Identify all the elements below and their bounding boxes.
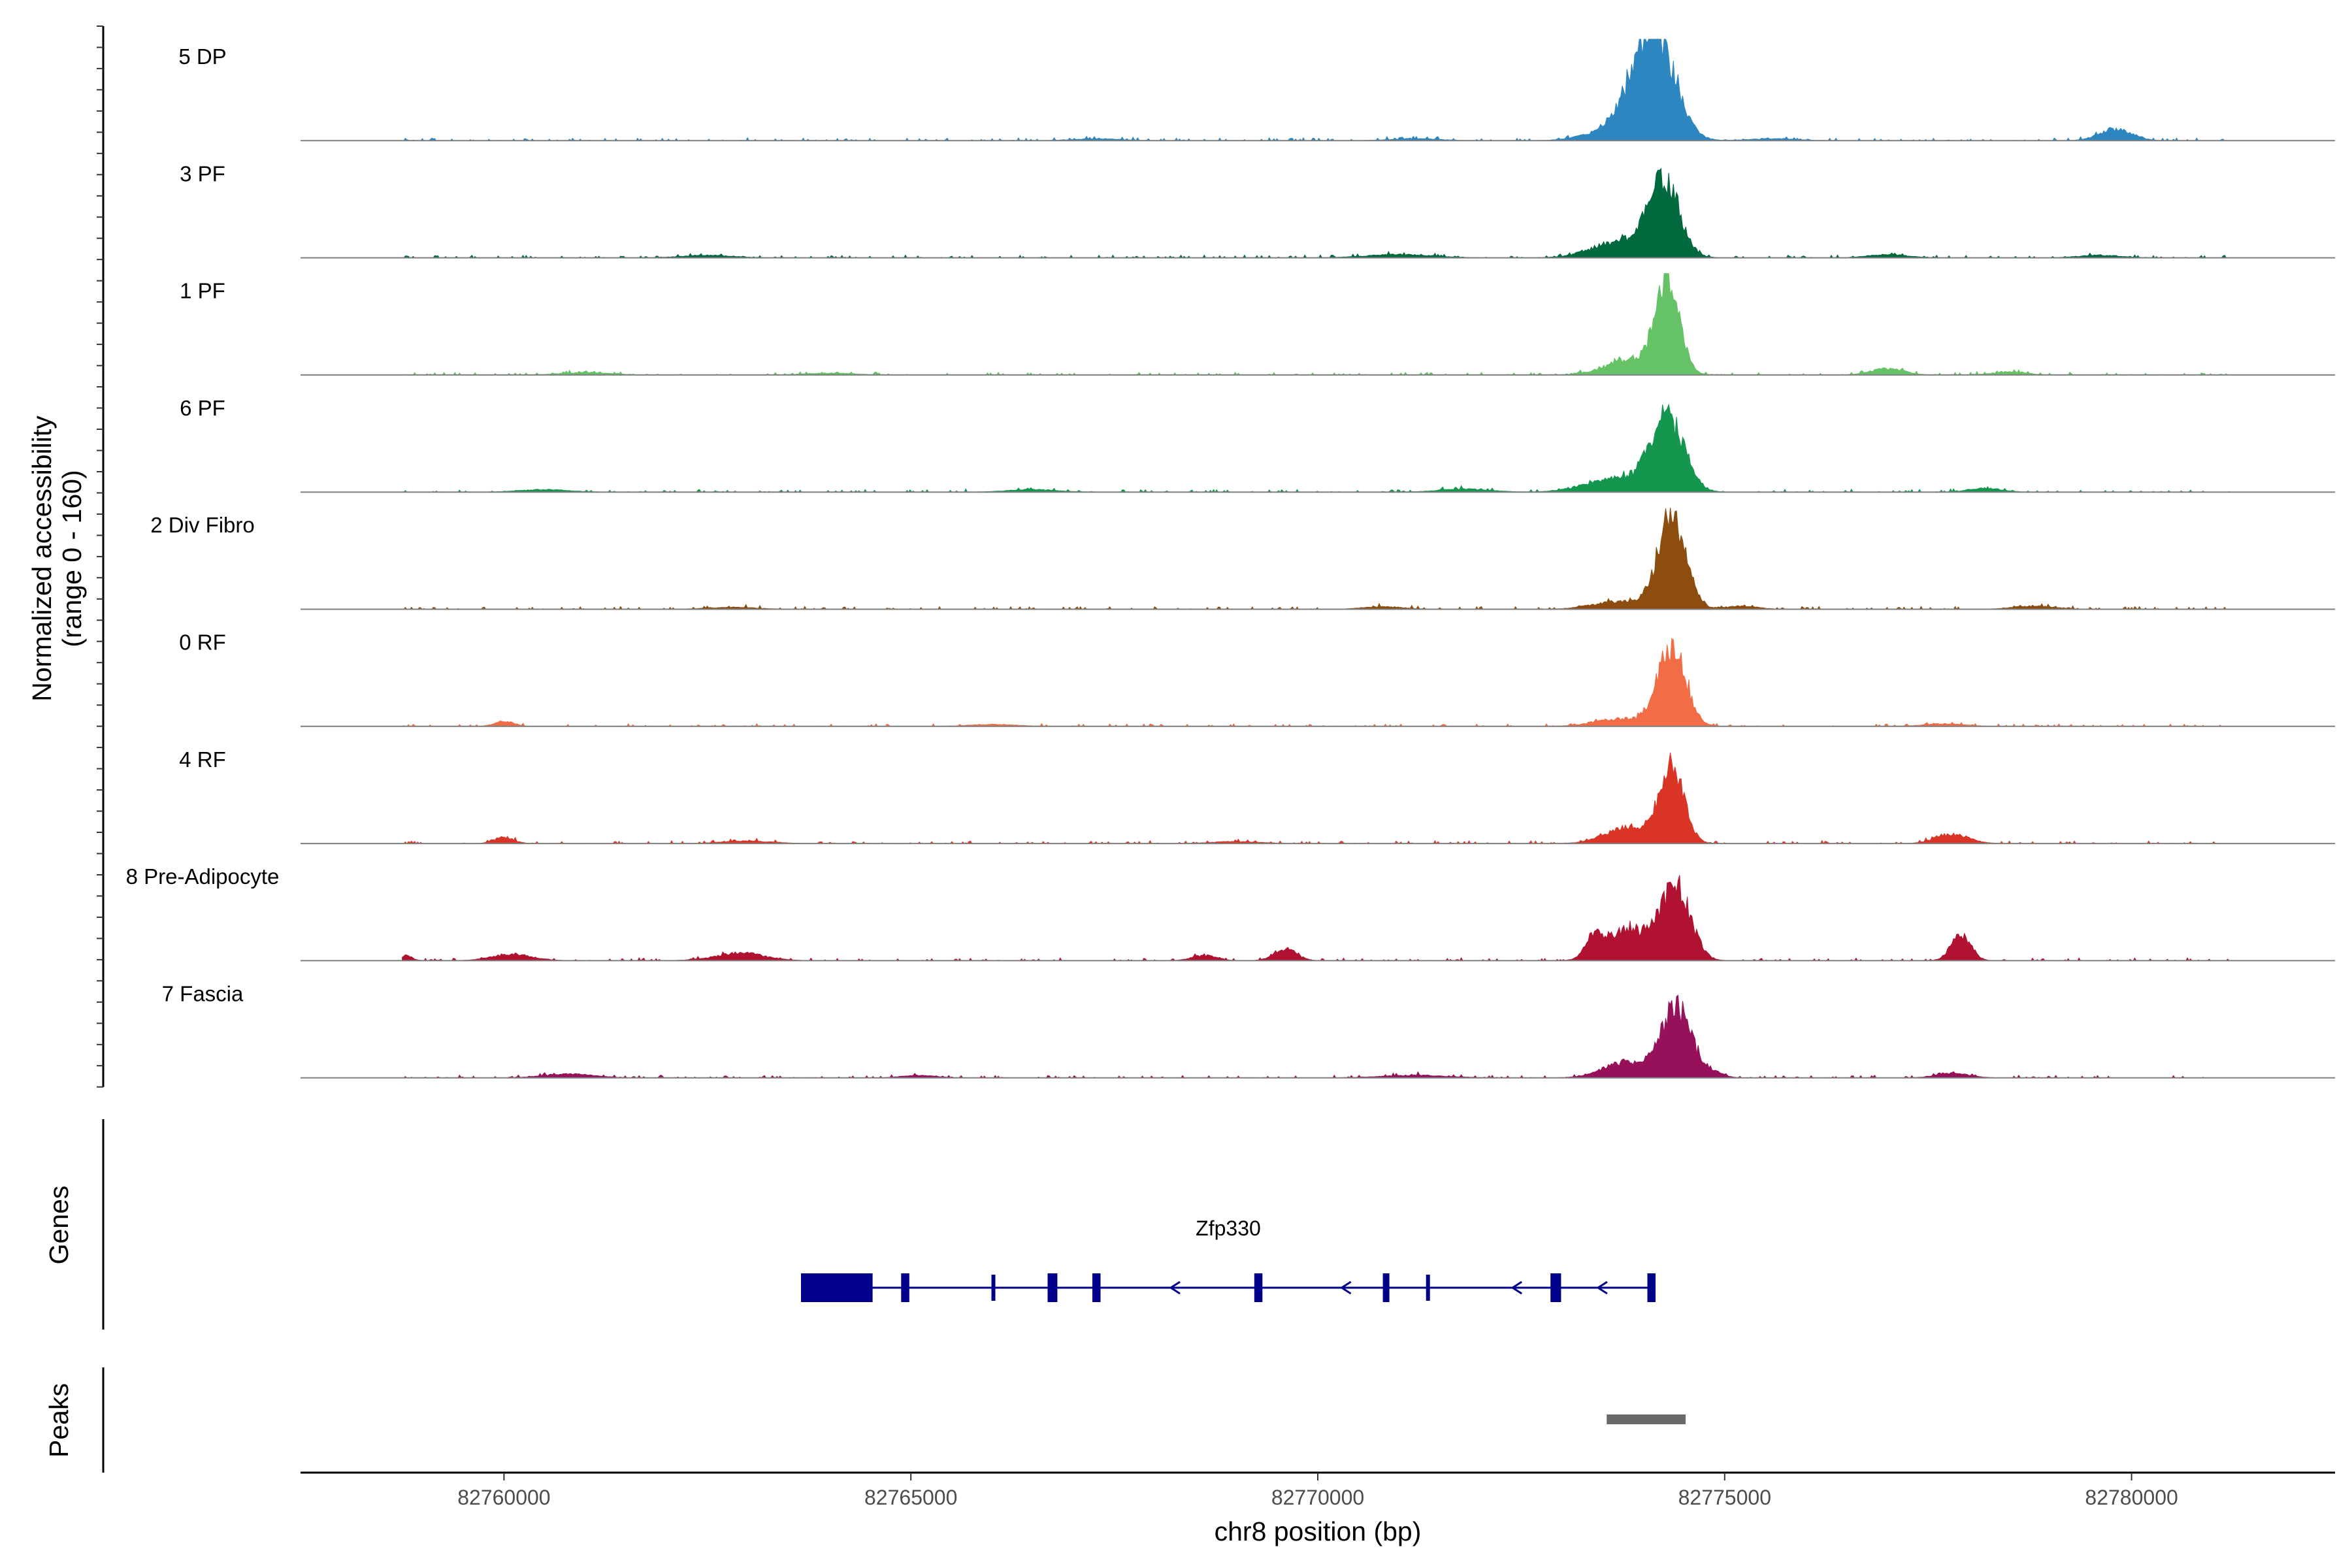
x-tick-label: 82780000 [2085, 1486, 2178, 1509]
x-tick-label: 82770000 [1271, 1486, 1364, 1509]
coverage-area [402, 994, 2230, 1079]
strand-chevron [1511, 1281, 1522, 1295]
coverage-track: 2 Div Fibro [150, 508, 2335, 610]
track-label: 3 PF [180, 161, 225, 186]
gene-exon [1047, 1273, 1058, 1302]
gene-label: Zfp330 [1196, 1217, 1261, 1240]
track-label: 2 Div Fibro [150, 513, 255, 537]
x-axis: 82760000 82765000 82770000 82775000 82780000… [301, 1471, 2335, 1546]
x-tick-label: 82765000 [864, 1486, 957, 1509]
coverage-track: 4 RF [179, 747, 2335, 845]
coverage-area [402, 875, 2230, 962]
y-axis-title: Normalized accessibility (range 0 - 160) [27, 416, 87, 702]
y-axis [97, 25, 105, 1088]
gene-exon [1092, 1273, 1101, 1302]
gene-exon [1254, 1273, 1263, 1302]
coverage-area [402, 273, 2230, 376]
peak-region [1607, 1414, 1686, 1424]
x-tick-label: 82775000 [1678, 1486, 1771, 1509]
coverage-track: 0 RF [179, 630, 2335, 727]
peaks-panel: Peaks [44, 1367, 1686, 1473]
coverage-track: 1 PF [180, 273, 2335, 376]
coverage-tracks: 5 DP 3 PF 1 PF 6 PF 2 Div Fibro 0 RF 4 RF 8 Pre… [126, 39, 2335, 1079]
gene-exon [901, 1273, 909, 1302]
coverage-area [402, 167, 2230, 259]
coverage-track: 8 Pre-Adipocyte [126, 864, 2335, 962]
gene-models: Zfp330 [801, 1217, 1656, 1302]
gene-exon [1382, 1273, 1390, 1302]
track-label: 6 PF [180, 396, 225, 420]
coverage-track: 7 Fascia [162, 981, 2335, 1079]
track-label: 8 Pre-Adipocyte [126, 864, 280, 889]
coverage-area [402, 403, 2230, 493]
coverage-area [402, 508, 2230, 610]
coverage-area [400, 638, 2230, 727]
strand-chevron [1169, 1281, 1181, 1295]
y-axis-label: Normalized accessibility [27, 416, 57, 702]
coverage-area [402, 39, 2230, 142]
track-label: 7 Fascia [162, 981, 244, 1005]
gene-model: Zfp330 [801, 1217, 1656, 1302]
track-label: 1 PF [180, 279, 225, 303]
track-label: 4 RF [179, 747, 226, 772]
genes-panel: Genes Zfp330 [44, 1119, 1656, 1330]
track-label: 5 DP [178, 44, 226, 69]
coverage-track: 5 DP [178, 39, 2335, 142]
coverage-track: 6 PF [180, 396, 2335, 493]
gene-exon [1426, 1275, 1430, 1301]
strand-chevron [1596, 1281, 1608, 1295]
gene-exon [991, 1275, 996, 1301]
track-label: 0 RF [179, 630, 226, 655]
peaks-axis-title: Peaks [44, 1383, 74, 1458]
coverage-track: 3 PF [180, 161, 2335, 259]
x-tick-label: 82760000 [457, 1486, 550, 1509]
gene-exon [1550, 1273, 1561, 1302]
x-ticks: 82760000 82765000 82770000 82775000 82780000 [457, 1473, 2178, 1509]
y-axis-range-label: (range 0 - 160) [57, 470, 87, 647]
genes-axis-title: Genes [44, 1186, 74, 1265]
coverage-area [402, 753, 2230, 845]
gene-exon [1647, 1273, 1656, 1302]
x-axis-title: chr8 position (bp) [1215, 1516, 1422, 1546]
peak-regions [1607, 1414, 1686, 1424]
strand-chevron [1339, 1281, 1352, 1295]
gene-exon [801, 1273, 873, 1302]
